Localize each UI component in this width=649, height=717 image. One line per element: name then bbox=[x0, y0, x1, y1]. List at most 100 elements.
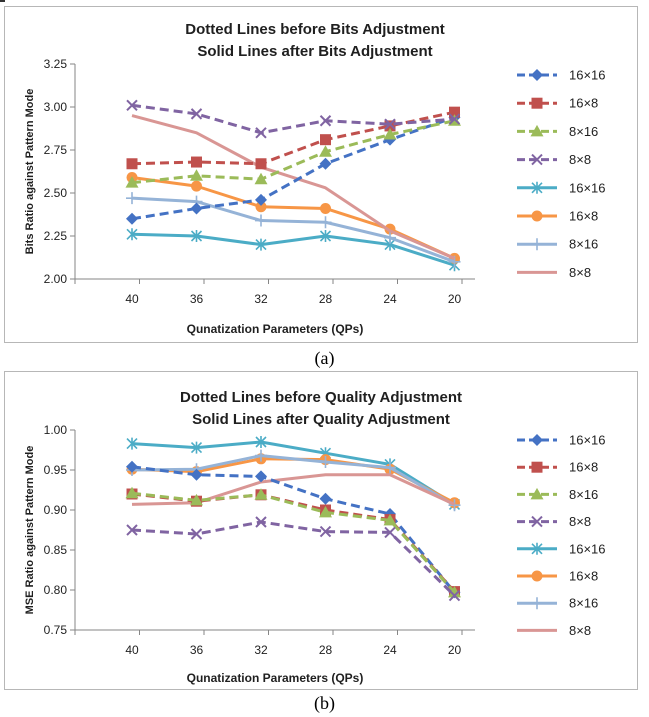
chart-a-series-2-point bbox=[191, 156, 202, 168]
chart-a-series-1-point bbox=[319, 157, 332, 170]
chart-b-legend-label: 16×16 bbox=[569, 433, 606, 448]
chart-b-series-1-point bbox=[255, 470, 267, 483]
chart-a-legend-label: 16×8 bbox=[569, 96, 598, 111]
chart-a-series-3-point bbox=[125, 176, 139, 188]
chart-a-series-1-point bbox=[126, 212, 138, 225]
chart-b-series-3-point bbox=[319, 505, 332, 518]
chart-b-y-tick-label: 0.95 bbox=[44, 463, 68, 477]
chart-b-x-tick-label: 20 bbox=[448, 643, 462, 657]
chart-b-legend-label: 8×8 bbox=[569, 623, 591, 638]
chart-b-series-5-line bbox=[131, 440, 456, 506]
chart-a-series-4-point bbox=[319, 115, 332, 127]
chart-a-legend-marker bbox=[531, 69, 543, 81]
chart-a-y-tick-label: 2.00 bbox=[44, 272, 68, 286]
chart-a-series-7-point bbox=[319, 216, 332, 229]
chart-b-series-1-point bbox=[319, 492, 332, 505]
chart-b-legend-entry-3: 8×16 bbox=[517, 487, 598, 502]
chart-a-x-tick-label: 24 bbox=[383, 292, 397, 306]
chart-b-x-axis-label: Qunatization Parameters (QPs) bbox=[187, 671, 364, 685]
chart-a-legend-entry-6: 16×8 bbox=[517, 209, 598, 224]
chart-a-series-4-line bbox=[131, 103, 455, 135]
chart-b-series-1-point bbox=[126, 460, 138, 473]
chart-b-legend-marker bbox=[531, 570, 543, 582]
chart-a-x-tick-label: 40 bbox=[125, 292, 139, 306]
chart-a-series-7-point bbox=[126, 192, 138, 205]
chart-a-legend-entry-8: 8×8 bbox=[517, 265, 591, 280]
chart-a-series-6-point bbox=[255, 201, 267, 213]
chart-a-legend-label: 16×16 bbox=[569, 68, 606, 83]
chart-a-legend-entry-7: 8×16 bbox=[517, 237, 598, 252]
chart-a-series-5-point bbox=[255, 238, 267, 251]
chart-a-series-8-line bbox=[131, 114, 456, 260]
chart-a-legend-marker bbox=[531, 238, 543, 251]
chart-b-series-4-point bbox=[319, 525, 332, 538]
chart-a-series-7-point bbox=[255, 214, 267, 227]
chart-a-legend-marker bbox=[531, 153, 543, 166]
chart-a-series-6-point bbox=[191, 180, 202, 192]
chart-a-series-3-point bbox=[190, 169, 203, 181]
chart-b-x-tick-label: 24 bbox=[383, 643, 397, 657]
chart-b-series-4-point bbox=[255, 516, 267, 528]
chart-b-y-tick-label: 0.80 bbox=[44, 583, 68, 597]
chart-b-series-1-point bbox=[190, 468, 203, 481]
chart-a-series-7-point bbox=[384, 231, 396, 244]
corner-mark bbox=[0, 0, 5, 2]
chart-a-legend-label: 8×8 bbox=[569, 152, 591, 167]
chart-b-legend-label: 8×16 bbox=[569, 487, 598, 502]
chart-b-series-4-line bbox=[131, 520, 456, 597]
chart-a-series-5-point bbox=[190, 230, 203, 242]
chart-b-legend-entry-7: 8×16 bbox=[517, 596, 598, 611]
chart-a-legend-entry-3: 8×16 bbox=[517, 124, 598, 139]
chart-a-series-4-point bbox=[448, 113, 461, 125]
chart-a-legend-marker bbox=[531, 181, 543, 194]
chart-b-x-tick-label: 32 bbox=[254, 643, 268, 657]
chart-b-series-8-line bbox=[131, 473, 456, 506]
chart-a-series-2-point bbox=[255, 158, 267, 170]
chart-b-series-1-line bbox=[131, 465, 456, 594]
chart-b-legend-label: 16×8 bbox=[569, 569, 598, 584]
chart-a-x-tick-label: 36 bbox=[190, 292, 204, 306]
chart-a-y-tick-label: 2.75 bbox=[44, 143, 68, 157]
chart-a-series-2-point bbox=[384, 120, 396, 132]
chart-a-legend-marker bbox=[530, 124, 544, 137]
chart-a-x-tick-label: 20 bbox=[448, 292, 462, 306]
chart-b-legend-entry-5: 16×16 bbox=[517, 541, 606, 556]
chart-a-x-axis-label: Qunatization Parameters (QPs) bbox=[187, 322, 364, 336]
chart-b-legend-marker bbox=[530, 487, 544, 500]
chart-b-y-tick-label: 1.00 bbox=[44, 423, 68, 437]
chart-b-legend-marker bbox=[531, 542, 543, 555]
chart-b-legend-label: 8×16 bbox=[569, 596, 598, 611]
chart-a-title-line-2: Solid Lines after Bits Adjustment bbox=[197, 43, 432, 60]
chart-b-series-4 bbox=[126, 516, 461, 602]
chart-b-series-5-point bbox=[190, 441, 203, 454]
chart-b-series-7-line bbox=[131, 454, 456, 507]
chart-b-series-4-point bbox=[126, 524, 138, 536]
chart-b-y-axis-label: MSE Ratio against Pattern Mode bbox=[24, 446, 36, 615]
chart-a-x-tick-label: 32 bbox=[254, 292, 268, 306]
chart-panel-b: Dotted Lines before Quality Adjustment So… bbox=[4, 371, 638, 690]
chart-b-title-line-2: Solid Lines after Quality Adjustment bbox=[192, 411, 450, 428]
chart-a-legend-entry-2: 16×8 bbox=[517, 96, 598, 111]
chart-a-series-4-point bbox=[384, 118, 396, 130]
chart-b-legend-label: 16×8 bbox=[569, 460, 598, 475]
chart-a-series-8 bbox=[131, 114, 456, 260]
chart-b-series-3-point bbox=[190, 493, 203, 506]
chart-b-legend-marker bbox=[531, 515, 543, 528]
chart-b-series-3-point bbox=[254, 488, 268, 500]
chart-a-series-2-point bbox=[126, 158, 138, 170]
chart-a-legend-marker bbox=[531, 210, 543, 222]
chart-a-series-1-line bbox=[131, 115, 455, 221]
chart-a-y-tick-label: 2.50 bbox=[44, 186, 68, 200]
chart-b-series-5-point bbox=[126, 437, 138, 450]
chart-a-series-4-point bbox=[190, 108, 203, 120]
chart-a-legend-entry-1: 16×16 bbox=[517, 68, 606, 83]
chart-panel-a: Dotted Lines before Bits Adjustment Solid… bbox=[4, 6, 638, 343]
chart-b-series-3-point bbox=[125, 486, 139, 499]
chart-a-series-3-point bbox=[383, 128, 397, 140]
chart-a-series-3-point bbox=[319, 145, 332, 157]
chart-b-series-3-line bbox=[131, 491, 456, 594]
chart-a-series-5-line bbox=[131, 232, 455, 267]
chart-b-series-7-point bbox=[384, 461, 396, 474]
chart-b-title-line-1: Dotted Lines before Quality Adjustment bbox=[180, 389, 462, 406]
chart-a-legend-label: 8×16 bbox=[569, 237, 598, 252]
